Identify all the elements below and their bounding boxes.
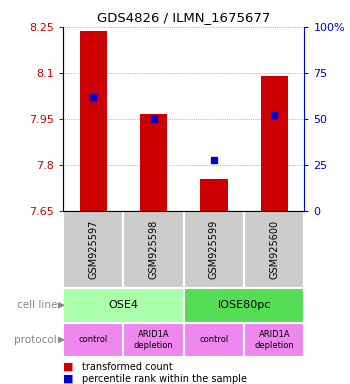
Text: OSE4: OSE4 <box>108 300 138 310</box>
Text: ■: ■ <box>63 361 77 372</box>
Bar <box>184 211 244 288</box>
Text: percentile rank within the sample: percentile rank within the sample <box>82 374 247 384</box>
Bar <box>140 114 167 211</box>
Text: GSM925599: GSM925599 <box>209 220 219 279</box>
Text: transformed count: transformed count <box>82 361 173 372</box>
Bar <box>63 288 184 323</box>
Bar <box>200 179 228 211</box>
Bar <box>63 211 123 288</box>
Bar <box>79 31 107 211</box>
Bar <box>184 288 304 323</box>
Title: GDS4826 / ILMN_1675677: GDS4826 / ILMN_1675677 <box>97 11 271 24</box>
Bar <box>123 211 184 288</box>
Text: ARID1A
depletion: ARID1A depletion <box>254 330 294 349</box>
Bar <box>63 323 123 357</box>
Bar <box>123 323 184 357</box>
Text: ARID1A
depletion: ARID1A depletion <box>134 330 174 349</box>
Bar <box>261 76 288 211</box>
Text: control: control <box>78 335 108 344</box>
Text: ■: ■ <box>63 374 77 384</box>
Text: cell line: cell line <box>16 300 57 310</box>
Text: control: control <box>199 335 229 344</box>
Bar <box>244 211 304 288</box>
Text: IOSE80pc: IOSE80pc <box>217 300 271 310</box>
Text: GSM925597: GSM925597 <box>88 220 98 279</box>
Bar <box>244 323 304 357</box>
Bar <box>184 323 244 357</box>
Text: GSM925600: GSM925600 <box>269 220 279 279</box>
Text: protocol: protocol <box>14 335 57 345</box>
Text: GSM925598: GSM925598 <box>148 220 159 279</box>
